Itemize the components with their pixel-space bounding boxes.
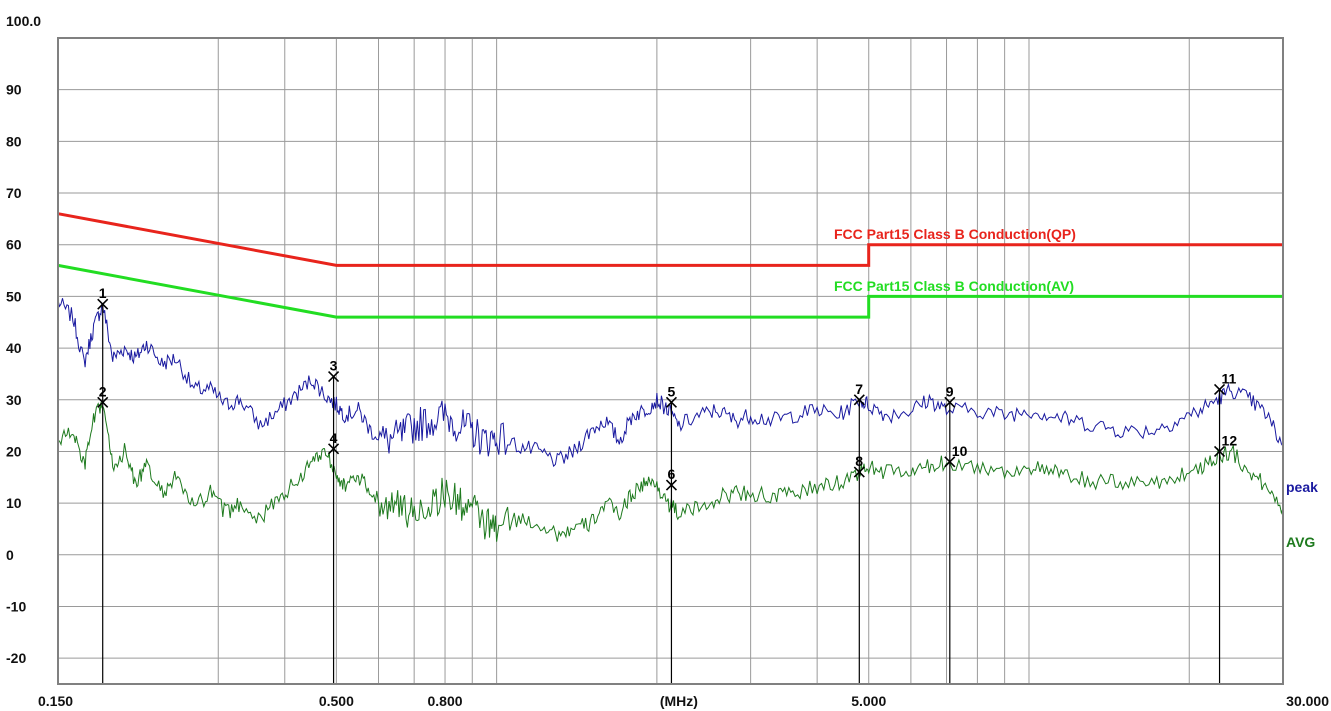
y-tick-label: 30 <box>6 392 22 408</box>
series-line-peak <box>57 298 1284 468</box>
y-tick-label: 60 <box>6 237 22 253</box>
y-tick-label: 20 <box>6 443 22 459</box>
limit-lines <box>57 212 1283 319</box>
x-tick-label: 30.000 <box>1286 693 1329 709</box>
y-tick-label-top: 100.0 <box>6 13 41 29</box>
series-line-avg <box>57 402 1284 542</box>
marker-x <box>853 466 865 478</box>
grid <box>58 38 1283 684</box>
marker-label: 11 <box>1222 370 1237 386</box>
marker-x <box>944 456 956 468</box>
axis-labels: 100.0 90 80 70 60 50 40 30 20 10 0 -10 -20 0.150 0.500… <box>6 13 1329 709</box>
x-tick-label: (MHz) <box>660 693 698 709</box>
plot-frame <box>57 37 1284 685</box>
y-tick-label: 0 <box>6 547 14 563</box>
x-tick-label: 0.500 <box>319 693 354 709</box>
marker-label: 4 <box>330 430 338 446</box>
marker-label: 8 <box>855 453 863 469</box>
x-tick-label: 5.000 <box>851 693 886 709</box>
marker-x <box>1213 383 1226 395</box>
y-tick-label: -10 <box>6 598 26 614</box>
marker-x <box>97 396 109 408</box>
series-label-avg: AVG <box>1286 534 1315 550</box>
limit-line-qp <box>57 212 1283 267</box>
legend-labels: FCC Part15 Class B Conduction(QP) FCC Par… <box>834 226 1318 550</box>
marker-x <box>328 370 340 383</box>
series-label-peak: peak <box>1286 479 1318 495</box>
marker-x <box>328 443 340 455</box>
y-tick-label: 70 <box>6 185 22 201</box>
marker-x <box>853 394 865 406</box>
x-tick-label: 0.150 <box>38 693 73 709</box>
limit-label-qp: FCC Part15 Class B Conduction(QP) <box>834 226 1076 242</box>
marker-x <box>97 298 109 310</box>
marker-label: 9 <box>946 383 954 399</box>
marker-label: 2 <box>99 383 107 399</box>
limit-label-av: FCC Part15 Class B Conduction(AV) <box>834 278 1074 294</box>
y-tick-label: 50 <box>6 288 22 304</box>
y-tick-label: 40 <box>6 340 22 356</box>
y-tick-label: 80 <box>6 133 22 149</box>
data-series <box>57 298 1284 542</box>
y-tick-label: 10 <box>6 495 22 511</box>
y-tick-label: 90 <box>6 82 22 98</box>
marker-label: 12 <box>1222 432 1238 448</box>
marker-label: 7 <box>855 381 863 397</box>
x-tick-label: 0.800 <box>428 693 463 709</box>
marker-label: 1 <box>99 285 107 301</box>
marker-label: 5 <box>667 383 675 399</box>
marker-x <box>944 396 956 408</box>
marker-x <box>1213 445 1226 458</box>
marker-label: 10 <box>952 443 968 459</box>
limit-line-av <box>57 263 1283 319</box>
marker-x <box>665 396 678 408</box>
marker-label: 6 <box>667 466 675 482</box>
marker-label: 3 <box>330 358 338 374</box>
marker-x <box>665 479 678 491</box>
y-tick-label: -20 <box>6 650 26 666</box>
